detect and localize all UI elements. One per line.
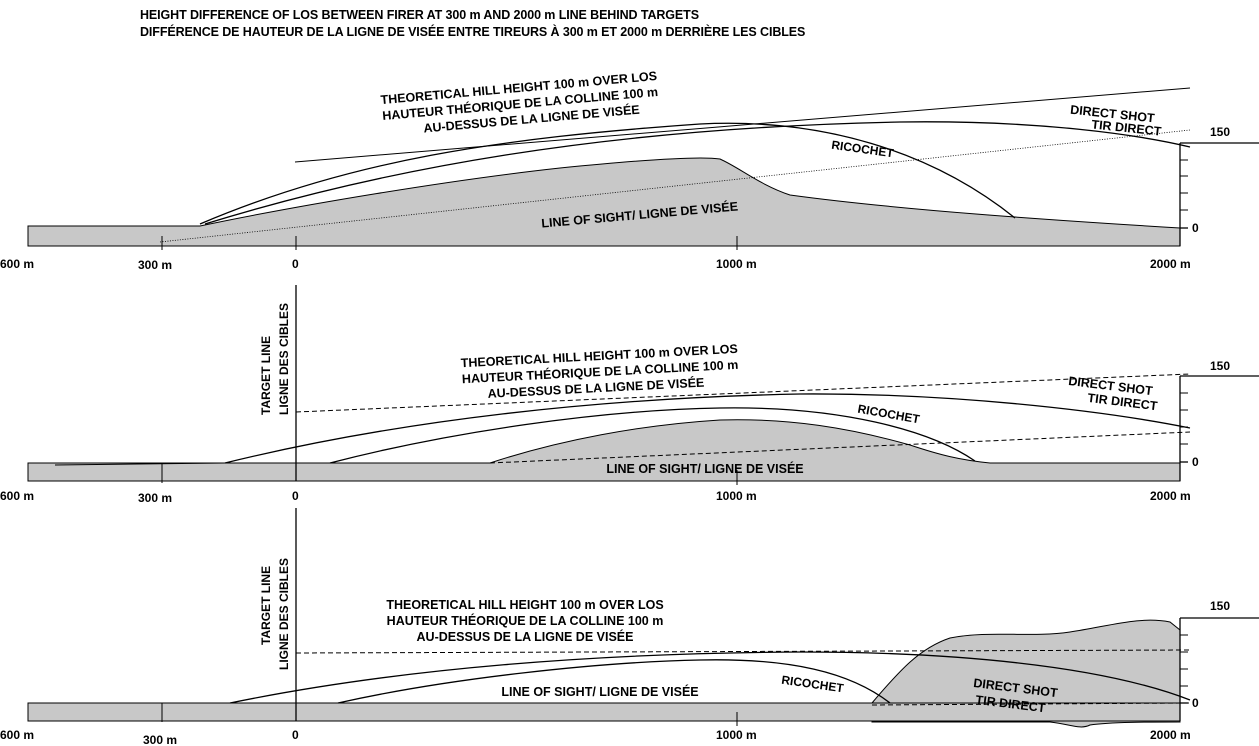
ricochet-trajectory (199, 122, 1016, 225)
direct-shot-trajectory (204, 121, 1191, 225)
axis-label-600m: 600 m (0, 728, 34, 742)
scale-label-150: 150 (1210, 359, 1230, 373)
axis-label-2000m: 2000 m (1150, 257, 1191, 271)
low-trajectory (54, 462, 226, 466)
axis-label-600m: 600 m (0, 489, 34, 503)
hill-label-line2: HAUTEUR THÉORIQUE DE LA COLLINE 100 m (387, 613, 664, 628)
ricochet-trajectory (329, 407, 976, 464)
axis-label-1000m: 1000 m (716, 257, 757, 271)
axis-label-0: 0 (292, 489, 299, 503)
ricochet-label: RICOCHET (857, 402, 922, 427)
direct-shot-trajectory (224, 393, 1191, 464)
axis-label-1000m: 1000 m (716, 728, 757, 742)
theoretical-hill-line (295, 649, 1191, 654)
panel-2: 150 0 TARGET LINE LIGNE DES CIBLES THEOR… (0, 285, 1259, 505)
ligne-des-cibles-label: LIGNE DES CIBLES (277, 558, 291, 670)
ricochet-label: RICOCHET (831, 138, 896, 161)
scale-label-150: 150 (1210, 125, 1230, 139)
scale-label-0: 0 (1192, 696, 1199, 710)
scale-label-0: 0 (1192, 455, 1199, 469)
height-scale (1179, 142, 1259, 246)
hill-label-line3: AU-DESSUS DE LA LIGNE DE VISÉE (417, 629, 634, 644)
terrain-hill (871, 619, 1181, 728)
terrain-hill (27, 157, 1181, 247)
theoretical-hill-line (295, 373, 1191, 413)
axis-label-300m: 300 m (138, 258, 172, 272)
los-line (871, 702, 1191, 706)
terrain-hill (27, 419, 1181, 482)
axis-label-1000m: 1000 m (716, 489, 757, 503)
scale-label-150: 150 (1210, 599, 1230, 613)
height-scale (1179, 617, 1259, 721)
axis-label-300m: 300 m (138, 491, 172, 505)
axis-label-0: 0 (292, 257, 299, 271)
axis-label-600m: 600 m (0, 257, 34, 271)
diagram-title-french: DIFFÉRENCE DE HAUTEUR DE LA LIGNE DE VIS… (140, 25, 806, 39)
los-line (159, 129, 1191, 243)
target-line-label: TARGET LINE (259, 566, 273, 645)
diagram-title-english: HEIGHT DIFFERENCE OF LOS BETWEEN FIRER A… (140, 8, 699, 22)
los-label: LINE OF SIGHT/ LIGNE DE VISÉE (606, 461, 803, 476)
target-line-label: TARGET LINE (259, 336, 273, 415)
axis-label-0: 0 (292, 728, 299, 742)
axis-label-300m: 300 m (143, 733, 177, 746)
ligne-des-cibles-label: LIGNE DES CIBLES (277, 303, 291, 415)
scale-label-0: 0 (1192, 221, 1199, 235)
los-label: LINE OF SIGHT/ LIGNE DE VISÉE (501, 684, 698, 699)
axis-label-2000m: 2000 m (1150, 489, 1191, 503)
direct-shot-trajectory (229, 651, 1191, 704)
panel-1: 150 0 THEORETICAL HILL HEIGHT 100 m OVER… (0, 69, 1259, 272)
hill-label-line1: THEORETICAL HILL HEIGHT 100 m OVER LOS (386, 598, 663, 612)
los-line (489, 431, 1191, 464)
height-scale (1179, 375, 1259, 481)
panel-3: 150 0 TARGET LINE LIGNE DES CIBLES THEOR… (0, 508, 1259, 746)
ricochet-label: RICOCHET (781, 673, 846, 696)
ricochet-trajectory (337, 659, 891, 704)
theoretical-hill-line (294, 87, 1191, 163)
axis-label-2000m: 2000 m (1150, 728, 1191, 742)
